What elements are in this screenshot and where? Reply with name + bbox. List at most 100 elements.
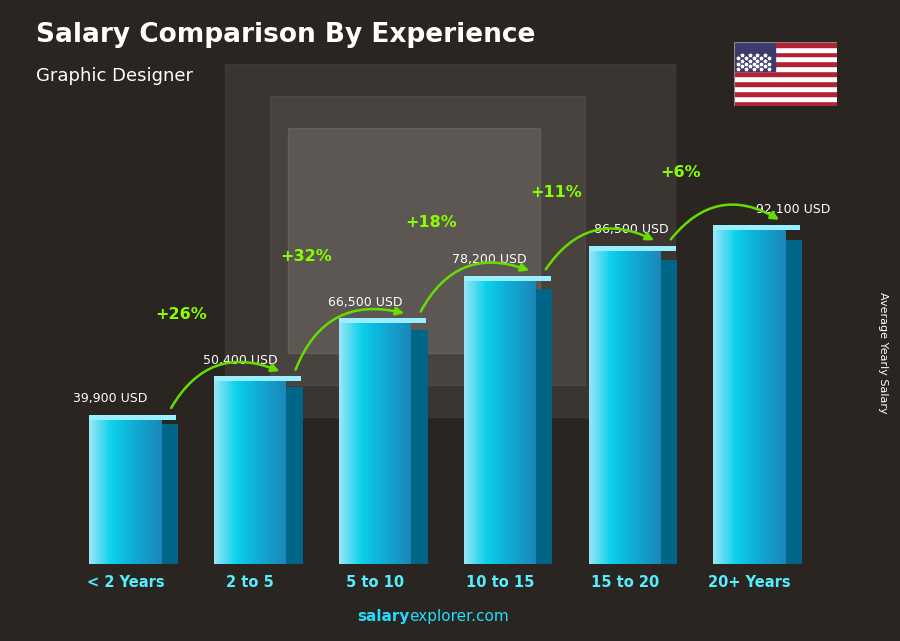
Bar	[101, 419, 102, 564]
Bar	[618, 251, 619, 564]
Bar	[774, 230, 775, 564]
Bar	[113, 419, 114, 564]
Bar	[370, 323, 371, 564]
Bar	[283, 381, 284, 564]
Bar	[379, 323, 380, 564]
Bar	[735, 230, 736, 564]
Bar	[766, 230, 767, 564]
Bar	[144, 419, 145, 564]
Bar	[386, 323, 387, 564]
Bar	[611, 251, 612, 564]
Bar	[786, 240, 802, 564]
Bar	[380, 323, 381, 564]
Bar	[762, 230, 763, 564]
Bar	[374, 323, 375, 564]
Bar	[642, 251, 643, 564]
Bar	[734, 51, 837, 56]
Bar	[734, 47, 837, 51]
Bar	[603, 251, 604, 564]
Bar	[661, 260, 677, 564]
Bar	[98, 419, 99, 564]
Bar	[405, 323, 406, 564]
Bar	[652, 251, 653, 564]
Bar	[469, 281, 470, 564]
Bar	[498, 281, 499, 564]
Bar	[236, 381, 237, 564]
Bar	[773, 230, 774, 564]
Bar	[118, 419, 119, 564]
Bar	[637, 251, 638, 564]
Bar	[533, 281, 534, 564]
Bar	[347, 323, 348, 564]
Bar	[239, 381, 240, 564]
Bar	[737, 230, 738, 564]
Bar	[606, 251, 607, 564]
Bar	[643, 251, 644, 564]
Bar	[630, 251, 631, 564]
Bar	[410, 323, 411, 564]
Bar	[734, 86, 837, 91]
Bar	[621, 251, 622, 564]
Bar	[741, 230, 742, 564]
Bar	[754, 230, 755, 564]
Bar	[650, 251, 651, 564]
Bar	[496, 281, 497, 564]
Bar	[492, 281, 493, 564]
Bar	[369, 323, 370, 564]
Bar	[648, 251, 649, 564]
Bar	[285, 381, 286, 564]
Bar	[494, 281, 495, 564]
Bar	[591, 251, 592, 564]
Bar	[726, 230, 727, 564]
Bar	[343, 323, 344, 564]
Bar	[627, 251, 628, 564]
Text: 66,500 USD: 66,500 USD	[328, 296, 402, 308]
Bar	[744, 230, 745, 564]
Bar	[240, 381, 241, 564]
Bar	[407, 323, 408, 564]
Bar	[608, 251, 609, 564]
Bar	[520, 281, 521, 564]
Bar	[411, 330, 428, 564]
Bar	[761, 230, 762, 564]
Bar	[526, 281, 527, 564]
Bar	[356, 323, 357, 564]
Bar	[759, 230, 760, 564]
Bar	[259, 381, 260, 564]
Bar	[104, 419, 105, 564]
Bar	[398, 323, 399, 564]
Bar	[640, 251, 641, 564]
Bar	[91, 419, 92, 564]
Bar	[497, 281, 498, 564]
Bar	[780, 230, 781, 564]
Bar	[746, 230, 747, 564]
Bar	[718, 230, 719, 564]
Bar	[722, 230, 723, 564]
Bar	[644, 251, 645, 564]
Bar	[400, 323, 401, 564]
Bar	[381, 323, 382, 564]
Bar	[500, 281, 501, 564]
Bar	[466, 281, 467, 564]
Bar	[488, 281, 489, 564]
Bar	[97, 419, 98, 564]
Bar	[106, 419, 107, 564]
Bar	[384, 323, 385, 564]
Bar	[505, 281, 506, 564]
Bar	[233, 381, 234, 564]
Bar	[141, 419, 142, 564]
Bar	[140, 419, 141, 564]
Bar	[510, 281, 511, 564]
Bar	[503, 281, 504, 564]
Bar	[536, 289, 553, 564]
Bar	[105, 419, 106, 564]
Bar	[721, 230, 722, 564]
Bar	[93, 419, 94, 564]
Bar	[139, 419, 140, 564]
Bar	[622, 251, 623, 564]
Bar	[258, 381, 259, 564]
Bar	[92, 419, 93, 564]
Bar	[279, 381, 280, 564]
Bar	[515, 281, 516, 564]
Bar	[465, 281, 466, 564]
